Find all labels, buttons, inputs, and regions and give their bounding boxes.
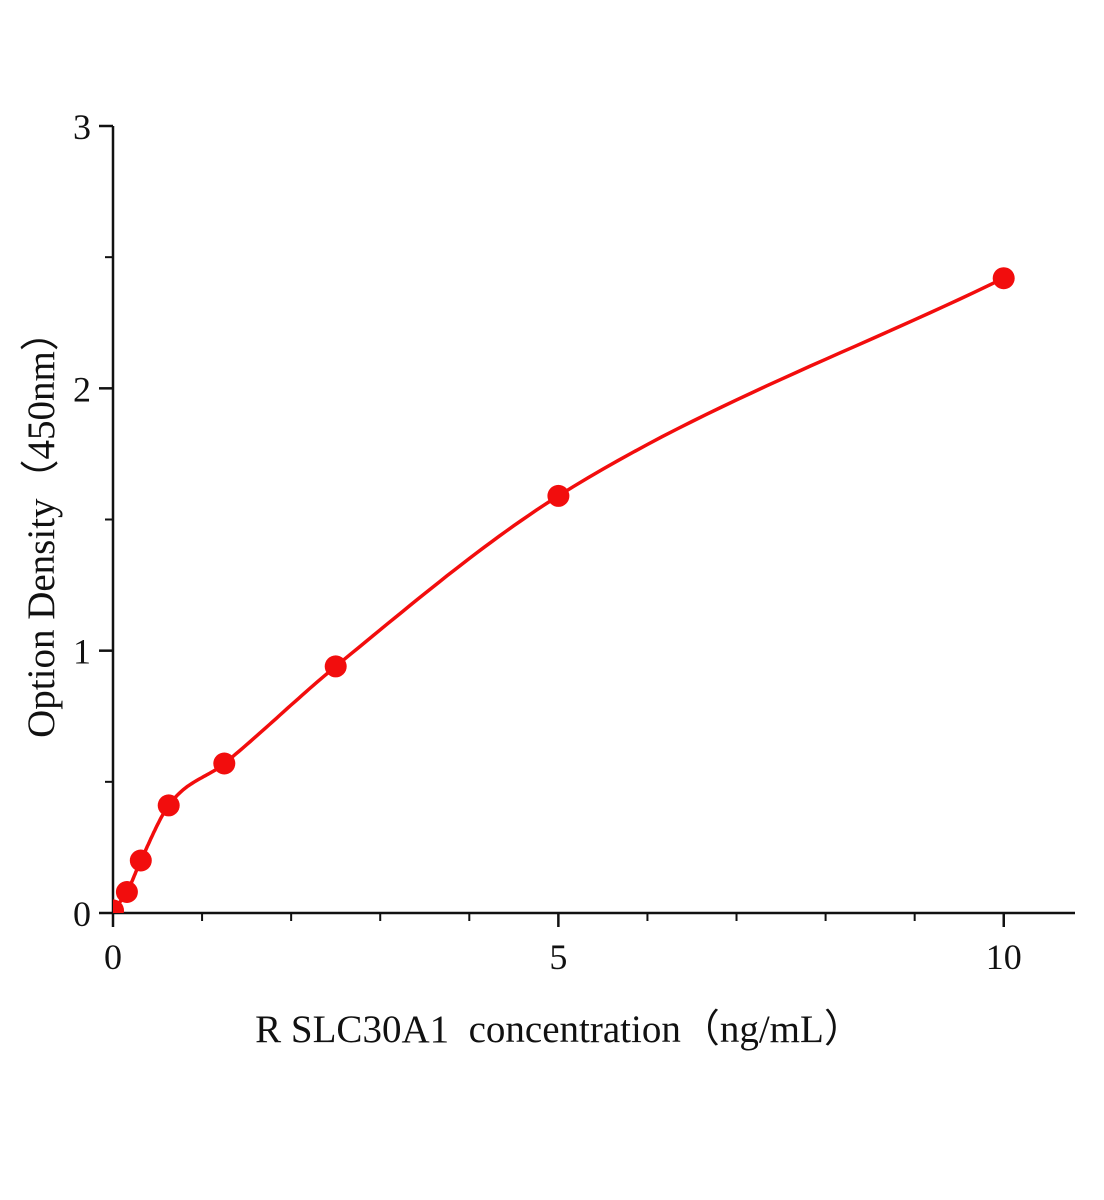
y-axis-label: Option Density（450nm） <box>20 312 63 738</box>
x-axis-label: R SLC30A1 concentration（ng/mL） <box>255 1008 863 1051</box>
svg-text:10: 10 <box>986 937 1022 977</box>
svg-text:5: 5 <box>549 937 567 977</box>
svg-text:1: 1 <box>73 632 91 672</box>
svg-text:0: 0 <box>73 894 91 934</box>
svg-text:3: 3 <box>73 107 91 147</box>
svg-text:2: 2 <box>73 369 91 409</box>
svg-text:0: 0 <box>104 937 122 977</box>
